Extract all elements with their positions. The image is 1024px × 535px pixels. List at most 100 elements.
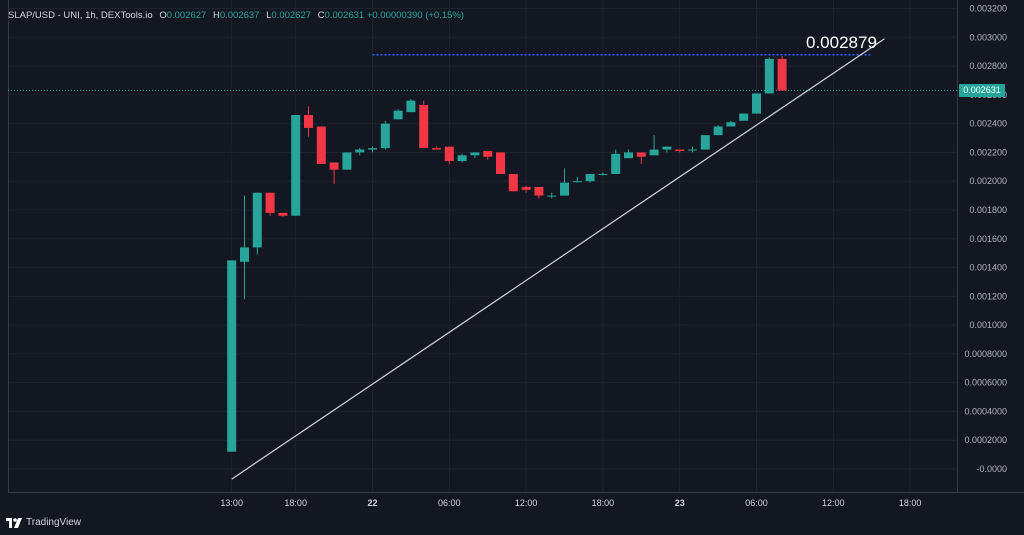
candle-body bbox=[777, 58, 787, 91]
candle-bearish bbox=[777, 56, 787, 91]
chart-grid bbox=[8, 0, 957, 492]
candle-bullish bbox=[547, 192, 557, 199]
price-tick-label: 0.002400 bbox=[969, 119, 1007, 129]
candle-body bbox=[342, 152, 352, 170]
candle-bullish bbox=[585, 174, 595, 183]
candle-bullish bbox=[752, 93, 761, 114]
candles bbox=[227, 56, 787, 452]
time-tick-label: 18:00 bbox=[592, 498, 615, 508]
candle-bullish bbox=[764, 57, 774, 94]
candle-body bbox=[240, 247, 249, 262]
candle-body bbox=[739, 113, 749, 121]
symbol-label: SLAP/USD - UNI, 1h, DEXTools.io bbox=[8, 10, 153, 21]
candle-bearish bbox=[534, 186, 544, 199]
close-value: 0.002631 bbox=[324, 10, 365, 21]
candle-body bbox=[624, 152, 633, 159]
time-tick-label: 18:00 bbox=[284, 498, 307, 508]
candle-bullish bbox=[406, 99, 416, 113]
high-label: H bbox=[212, 10, 220, 21]
candle-bearish bbox=[496, 152, 505, 175]
time-tick-label: 18:00 bbox=[899, 498, 922, 508]
candle-body bbox=[304, 115, 313, 128]
price-tick-label: 0.001400 bbox=[969, 263, 1007, 273]
candle-body bbox=[496, 152, 505, 175]
candle-bearish bbox=[329, 162, 339, 185]
candle-body bbox=[560, 182, 569, 196]
price-tick-label: 0.0008000 bbox=[964, 349, 1007, 359]
candle-bullish bbox=[662, 146, 672, 153]
candle-body bbox=[355, 149, 365, 153]
last-price-tag: 0.002631 bbox=[959, 84, 1005, 97]
candle-body bbox=[252, 192, 262, 248]
low-label: L bbox=[266, 10, 272, 21]
candle-body bbox=[227, 260, 237, 452]
close-label: C bbox=[317, 10, 325, 21]
chart-overlays bbox=[8, 38, 957, 480]
candle-body bbox=[662, 146, 672, 150]
candle-body bbox=[380, 123, 390, 149]
candle-bullish bbox=[713, 125, 723, 136]
high-value: 0.002637 bbox=[219, 10, 260, 21]
candle-bullish bbox=[598, 172, 608, 176]
candle-bearish bbox=[636, 152, 646, 164]
candle-body bbox=[432, 148, 441, 150]
candle-bullish bbox=[393, 109, 403, 120]
open-label: O bbox=[159, 10, 167, 21]
candle-bullish bbox=[572, 176, 582, 183]
candle-bullish bbox=[380, 120, 390, 150]
price-tick-label: 0.001800 bbox=[969, 205, 1007, 215]
tradingview-footer[interactable]: TradingView bbox=[6, 517, 81, 528]
time-axis: 13:00 18:00 22 06:00 12:00 18:00 23 06:00 12:00 1… bbox=[8, 0, 1024, 508]
price-tick-label: 0.0006000 bbox=[964, 378, 1007, 388]
price-tick-label: 0.0004000 bbox=[964, 406, 1007, 416]
candle-body bbox=[688, 149, 697, 151]
candle-body bbox=[329, 162, 339, 170]
candle-bullish bbox=[470, 152, 480, 159]
candle-body bbox=[752, 93, 761, 114]
candle-body bbox=[521, 186, 531, 190]
price-tick-label: 0.002800 bbox=[969, 61, 1007, 71]
candle-bullish bbox=[457, 153, 467, 163]
candle-bearish bbox=[508, 174, 518, 192]
time-tick-label: 12:00 bbox=[822, 498, 845, 508]
candle-body bbox=[483, 150, 493, 157]
candle-bullish bbox=[649, 135, 659, 156]
candle-body bbox=[675, 149, 685, 151]
candle-body bbox=[406, 100, 416, 113]
candle-bearish bbox=[521, 185, 531, 193]
candle-body bbox=[291, 115, 301, 216]
time-tick-label: 06:00 bbox=[745, 498, 768, 508]
candle-bearish bbox=[419, 100, 429, 149]
candle-body bbox=[649, 149, 659, 156]
price-tick-label: 0.002000 bbox=[969, 176, 1007, 186]
candle-bullish bbox=[624, 149, 633, 159]
candle-body bbox=[572, 181, 582, 183]
time-tick-label: 22 bbox=[367, 498, 377, 508]
time-tick-label: 13:00 bbox=[220, 498, 243, 508]
candle-bearish bbox=[316, 126, 326, 164]
time-tick-label: 12:00 bbox=[515, 498, 538, 508]
price-tick-label: 0.001200 bbox=[969, 291, 1007, 301]
candle-body bbox=[636, 152, 646, 157]
candle-bearish bbox=[675, 149, 685, 153]
candle-bearish bbox=[444, 146, 454, 164]
candle-bullish bbox=[739, 113, 749, 121]
trendline bbox=[231, 38, 885, 480]
candle-body bbox=[534, 186, 544, 196]
price-tick-label: -0.0000 bbox=[976, 464, 1007, 474]
price-tick-label: 0.001600 bbox=[969, 234, 1007, 244]
candle-bearish bbox=[483, 150, 493, 160]
candle-body bbox=[278, 212, 288, 216]
tradingview-logo-icon bbox=[6, 517, 22, 528]
candle-bearish bbox=[432, 146, 441, 150]
candle-body bbox=[419, 104, 429, 149]
price-tick-label: 0.001000 bbox=[969, 320, 1007, 330]
candle-body bbox=[547, 195, 557, 197]
candle-bullish bbox=[726, 120, 736, 127]
low-value: 0.002627 bbox=[271, 10, 312, 21]
candle-body bbox=[611, 153, 621, 175]
candle-body bbox=[598, 174, 608, 176]
tradingview-brand: TradingView bbox=[26, 517, 82, 528]
candle-body bbox=[713, 126, 723, 136]
